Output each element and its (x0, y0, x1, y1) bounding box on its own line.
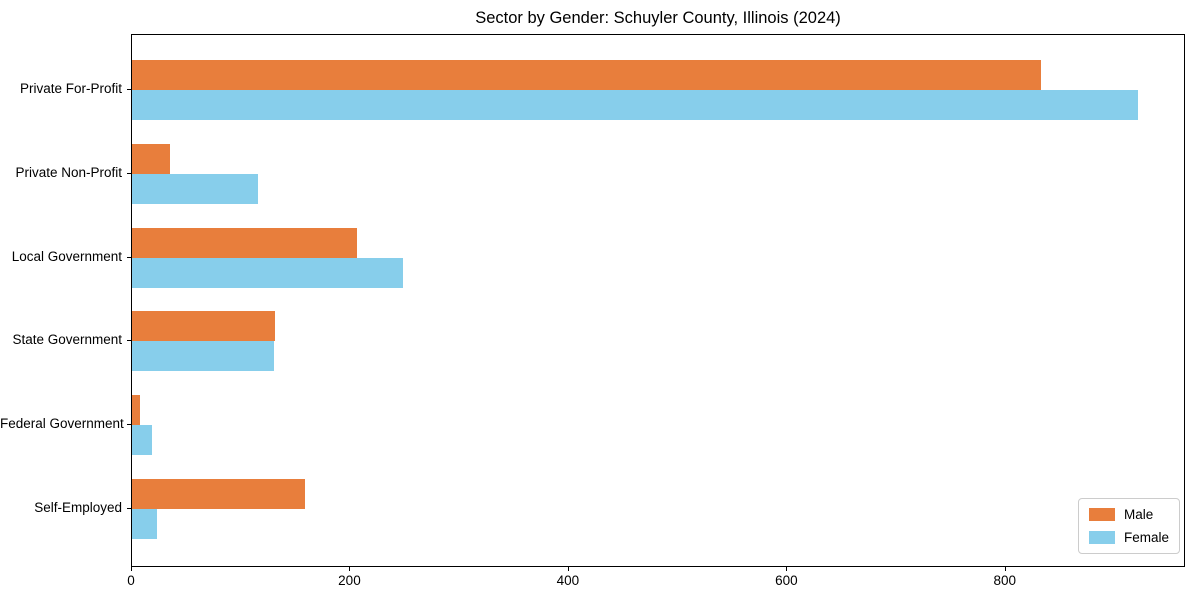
bar-male-state-government (132, 311, 276, 342)
bar-female-private-for-profit (132, 90, 1138, 120)
bar-male-self-employed (132, 479, 305, 509)
legend-entry-male: Male (1088, 507, 1169, 522)
bar-female-state-government (132, 341, 274, 372)
y-tick-self-employed (127, 508, 131, 509)
x-axis-tick-0 (131, 567, 132, 571)
x-axis-tick-800 (1004, 567, 1006, 571)
y-tick-private-non-profit (127, 172, 131, 174)
x-axis-tick-400 (567, 567, 569, 571)
x-axis-tick-label-600: 600 (775, 573, 798, 588)
legend-label-female: Female (1123, 530, 1169, 545)
y-label-local-government: Local Government (11, 248, 122, 264)
bar-male-local-government (132, 227, 357, 258)
bar-female-local-government (132, 257, 403, 288)
x-axis-tick-200 (349, 567, 351, 571)
y-label-private-non-profit: Private Non-Profit (15, 164, 122, 180)
y-tick-local-government (127, 256, 131, 258)
y-tick-state-government (127, 340, 131, 342)
bar-male-private-for-profit (132, 60, 1041, 90)
legend-label-male: Male (1123, 507, 1154, 522)
y-label-state-government: State Government (12, 332, 122, 348)
x-axis-tick-label-0: 0 (127, 573, 135, 588)
legend-swatch-male-icon (1088, 508, 1115, 521)
x-axis-tick-label-200: 200 (338, 573, 361, 588)
x-axis-tick-label-400: 400 (556, 573, 580, 588)
bar-female-private-non-profit (132, 173, 258, 204)
y-label-private-for-profit: Private For-Profit (19, 81, 122, 96)
plot-area (131, 34, 1185, 567)
bar-female-self-employed (132, 509, 158, 539)
x-axis-tick-label-800: 800 (993, 573, 1017, 588)
bar-male-federal-government (132, 395, 140, 426)
y-tick-federal-government (127, 424, 131, 426)
bar-female-federal-government (132, 425, 152, 456)
legend-entry-female: Female (1088, 530, 1169, 545)
y-tick-private-for-profit (127, 89, 131, 90)
bar-male-private-non-profit (132, 143, 171, 174)
y-label-federal-government: Federal Government (0, 416, 124, 432)
y-label-self-employed: Self-Employed (34, 500, 122, 515)
x-axis-tick-600 (786, 567, 788, 571)
chart-title: Sector by Gender: Schuyler County, Illin… (475, 9, 841, 27)
legend-swatch-female-icon (1088, 531, 1115, 544)
legend: Male Female (1077, 498, 1180, 554)
